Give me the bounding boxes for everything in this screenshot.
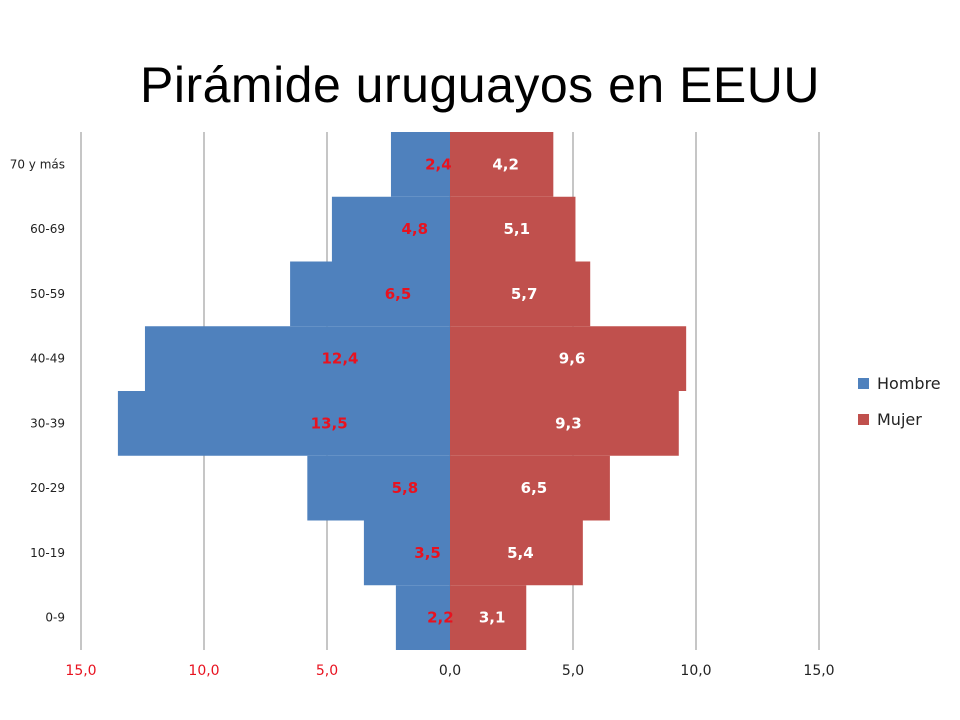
legend-swatch-hombre <box>858 378 869 389</box>
bar-hombre-70 y más <box>390 132 450 197</box>
label-mujer-30-39: 9,3 <box>555 414 582 432</box>
label-mujer-20-29: 6,5 <box>521 479 548 497</box>
category-label-60-69: 60-69 <box>30 222 65 236</box>
label-hombre-60-69: 4,8 <box>401 220 428 238</box>
label-mujer-70 y más: 4,2 <box>492 155 519 173</box>
x-tick-label-3: 0,0 <box>439 663 461 679</box>
bar-hombre-10-19 <box>363 520 450 586</box>
label-hombre-40-49: 12,4 <box>321 350 358 368</box>
bar-hombre-20-29 <box>307 455 450 521</box>
bar-hombre-30-39 <box>117 391 451 456</box>
x-tick-label-2: 5,0 <box>316 663 338 679</box>
category-label-40-49: 40-49 <box>30 352 65 366</box>
bar-mujer-20-29 <box>450 455 610 521</box>
category-label-30-39: 30-39 <box>30 416 65 430</box>
category-label-50-59: 50-59 <box>30 287 65 301</box>
label-hombre-50-59: 6,5 <box>385 285 412 303</box>
label-hombre-10-19: 3,5 <box>414 544 441 562</box>
bar-hombre-40-49 <box>144 326 450 391</box>
bar-mujer-10-19 <box>450 520 583 586</box>
category-label-10-19: 10-19 <box>30 546 65 560</box>
label-hombre-30-39: 13,5 <box>311 414 348 432</box>
category-label-20-29: 20-29 <box>30 481 65 495</box>
x-axis: 15,0 10,0 5,0 0,0 5,0 10,0 15,0 <box>65 663 834 679</box>
label-hombre-70 y más: 2,4 <box>425 155 452 173</box>
bar-mujer-30-39 <box>450 391 679 456</box>
bar-mujer-0-9 <box>450 585 527 650</box>
label-mujer-60-69: 5,1 <box>503 220 530 238</box>
label-mujer-0-9: 3,1 <box>479 609 506 627</box>
data-labels: 2,2 3,1 3,5 5,4 5,8 6,5 13,5 9,3 12,4 9,6 6,5 5,7 4,… <box>311 155 586 626</box>
chart-title: Pirámide uruguayos en EEUU <box>140 57 820 113</box>
bar-hombre-50-59 <box>290 261 450 327</box>
category-axis: 0-9 10-19 20-29 30-39 40-49 50-59 60-69 70 y má… <box>10 157 65 624</box>
x-tick-label-1: 10,0 <box>188 663 219 679</box>
label-mujer-40-49: 9,6 <box>559 350 586 368</box>
legend-label-mujer: Mujer <box>877 410 922 429</box>
bar-hombre-0-9 <box>395 585 450 650</box>
label-mujer-10-19: 5,4 <box>507 544 534 562</box>
x-tick-label-4: 5,0 <box>562 663 584 679</box>
bar-hombre-60-69 <box>331 196 450 262</box>
label-mujer-50-59: 5,7 <box>511 285 538 303</box>
bars <box>117 132 687 650</box>
x-tick-label-6: 15,0 <box>803 663 834 679</box>
x-tick-label-5: 10,0 <box>680 663 711 679</box>
label-hombre-20-29: 5,8 <box>392 479 419 497</box>
bar-mujer-70 y más <box>450 132 554 197</box>
legend-swatch-mujer <box>858 414 869 425</box>
x-tick-label-0: 15,0 <box>65 663 96 679</box>
legend: Hombre Mujer <box>858 374 941 429</box>
category-label-0-9: 0-9 <box>45 611 65 625</box>
legend-label-hombre: Hombre <box>877 374 941 393</box>
category-label-70 y más: 70 y más <box>10 157 65 171</box>
bar-mujer-50-59 <box>450 261 591 327</box>
bar-mujer-40-49 <box>450 326 687 391</box>
label-hombre-0-9: 2,2 <box>427 609 454 627</box>
bar-mujer-60-69 <box>450 196 576 262</box>
